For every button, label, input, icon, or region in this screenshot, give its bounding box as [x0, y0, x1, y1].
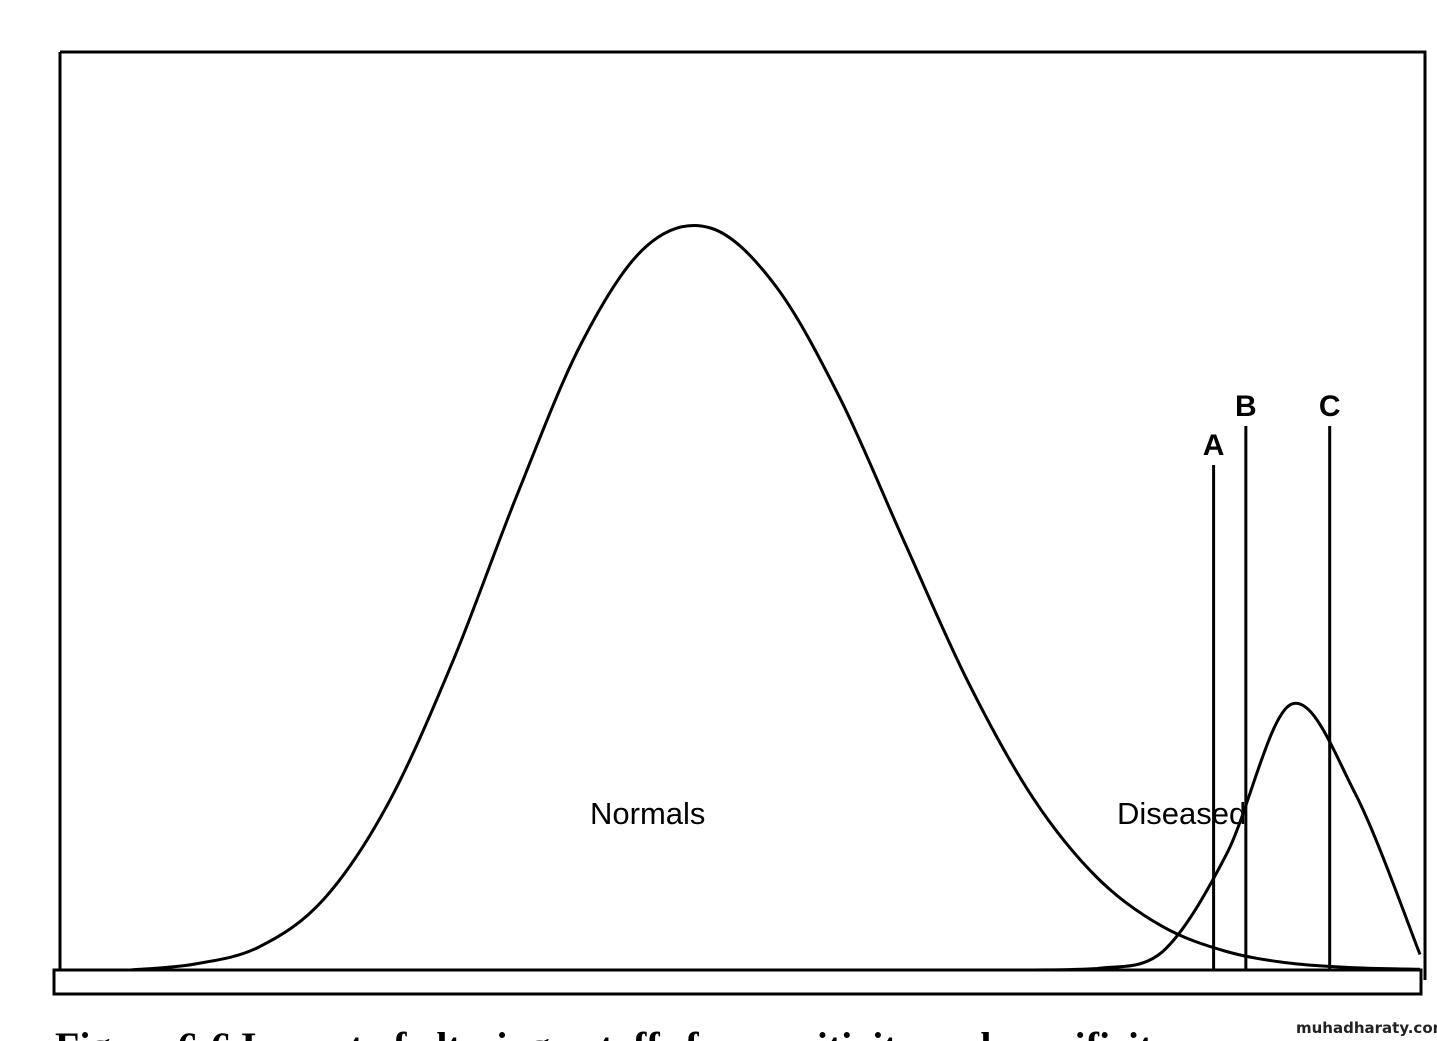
cutoff-lines: AB C [1203, 390, 1341, 970]
cutoff-label-b: B [1235, 390, 1257, 423]
site-watermark: muhadharaty.com [1296, 1019, 1437, 1037]
diseased-curve [1032, 701, 1422, 972]
baseline-strip [52, 968, 1423, 996]
cutoff-label-c: C [1319, 390, 1341, 423]
diseased-label: Diseased [1117, 796, 1246, 831]
cutoff-label-a: A [1203, 429, 1225, 462]
figure-caption: Figure 6-6 Impact of altering cutoffs fo… [55, 1024, 1172, 1041]
figure-frame [58, 50, 1427, 980]
normals-label: Normals [590, 796, 705, 831]
normals-curve [129, 224, 1421, 972]
